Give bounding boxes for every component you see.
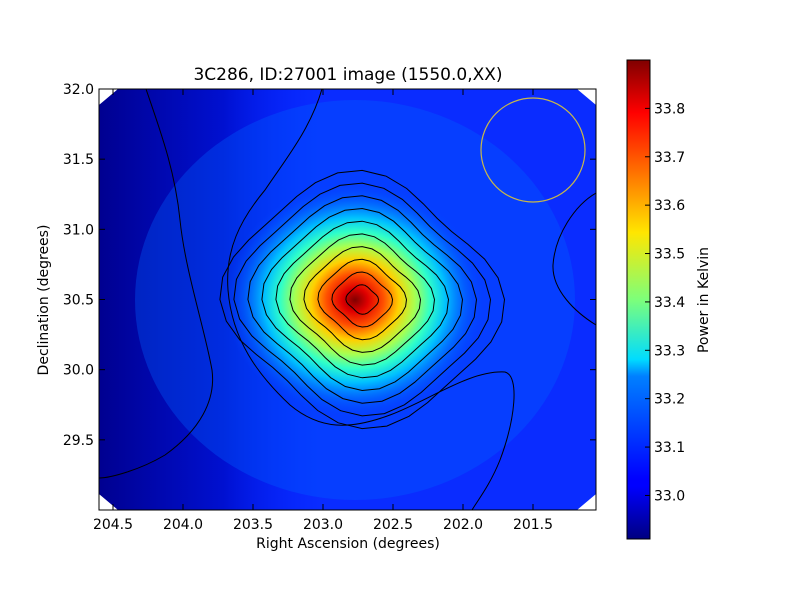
x-tick-label: 203.5: [233, 517, 273, 533]
contour-lines: [99, 89, 596, 510]
colorbar-tick-label: 33.8: [654, 101, 685, 117]
y-axis-ticks: 29.5 30.0 30.5 31.0 31.5 32.0: [63, 82, 596, 449]
contour-ring: [345, 284, 380, 315]
chart-title: 3C286, ID:27001 image (1550.0,XX): [193, 65, 502, 85]
colorbar-tick-label: 33.1: [654, 440, 685, 456]
y-tick-label: 32.0: [63, 82, 94, 98]
contour-ring: [331, 271, 394, 328]
y-tick-label: 30.0: [63, 363, 94, 379]
corner-bottom-right: [577, 494, 596, 510]
contour-level-1: [227, 89, 515, 510]
y-tick-label: 30.5: [63, 293, 94, 309]
heatmap-plot-area: [99, 89, 596, 510]
contour-outer-right: [552, 192, 596, 326]
colorbar-tick-label: 33.7: [654, 150, 685, 166]
colorbar-ticks: 33.0 33.1 33.2 33.3 33.4 33.5 33.6 33.7 33.8: [645, 101, 685, 504]
x-axis-label: Right Ascension (degrees): [256, 536, 440, 552]
beam-circle: [480, 97, 586, 203]
contour-ring: [233, 182, 492, 417]
colorbar-tick-label: 33.6: [654, 198, 685, 214]
y-tick-label: 31.5: [63, 152, 94, 168]
x-tick-label: 202.0: [443, 517, 483, 533]
x-tick-label: 204.0: [163, 517, 203, 533]
colorbar-tick-label: 33.5: [654, 247, 685, 263]
colorbar-tick-label: 33.4: [654, 295, 685, 311]
contour-ring: [275, 220, 450, 379]
y-tick-label: 31.0: [63, 222, 94, 238]
contour-rings: [219, 169, 506, 430]
contour-ring: [303, 246, 422, 353]
contour-ring: [219, 169, 506, 430]
contour-ring: [247, 195, 478, 404]
contour-ring: [289, 233, 436, 366]
colorbar-gradient: [626, 59, 651, 540]
colorbar-label: Power in Kelvin: [696, 247, 712, 353]
colorbar-tick-label: 33.2: [654, 392, 685, 408]
x-axis-ticks: 204.5 204.0 203.5 203.0 202.5 202.0 201.5: [93, 89, 553, 533]
colorbar: 33.0 33.1 33.2 33.3 33.4 33.5 33.6 33.7 33.8 Pow…: [626, 59, 712, 540]
x-tick-label: 204.5: [93, 517, 133, 533]
corner-top-right: [577, 89, 596, 105]
y-axis-label: Declination (degrees): [36, 225, 52, 376]
contour-ring: [317, 258, 408, 341]
y-tick-label: 29.5: [63, 433, 94, 449]
colorbar-tick-label: 33.0: [654, 488, 685, 504]
heatmap-peak: [225, 182, 485, 418]
x-tick-label: 201.5: [513, 517, 553, 533]
colorbar-tick-label: 33.3: [654, 343, 685, 359]
contour-ring: [261, 207, 464, 392]
x-tick-label: 203.0: [303, 517, 343, 533]
contour-outer-left: [99, 89, 214, 479]
x-tick-label: 202.5: [373, 517, 413, 533]
